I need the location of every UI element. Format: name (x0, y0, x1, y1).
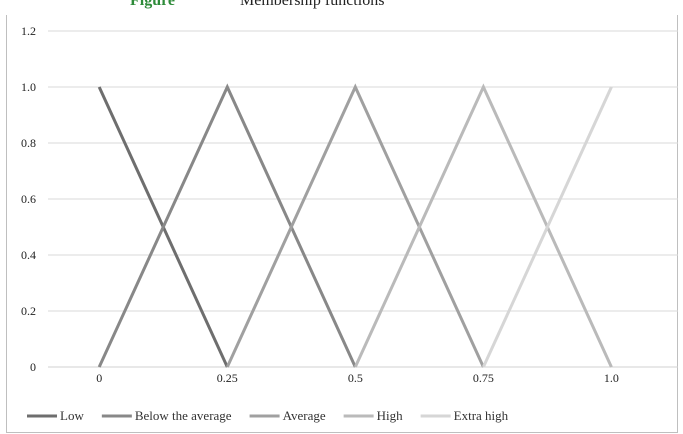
legend-label-extra-high: Extra high (454, 408, 509, 423)
y-tick-label-0-4: 0.4 (21, 248, 36, 262)
y-tick-label-0: 0 (30, 360, 36, 374)
x-tick-label-0-5: 0.5 (348, 371, 363, 385)
grid-layer (48, 30, 678, 368)
chart-frame (6, 15, 678, 433)
legend-item-average: Average (249, 408, 326, 423)
x-tick-label-0: 0 (96, 371, 102, 385)
series-layer (97, 83, 613, 368)
y-tick-label-0-8: 0.8 (21, 136, 36, 150)
figure-caption: Figure Membership functions (0, 0, 683, 16)
legend-item-below-the-average: Below the average (101, 408, 232, 423)
series-line-high (353, 83, 613, 368)
y-tick-label-1-2: 1.2 (21, 24, 36, 38)
legend-item-low: Low (27, 408, 84, 423)
series-line-average (225, 83, 485, 368)
figure-caption-text: Membership functions (240, 0, 385, 9)
legend-label-below-the-average: Below the average (135, 408, 232, 423)
legend: Low Below the average Average High Extra hig… (27, 408, 509, 423)
series-line-extra-high (482, 86, 613, 368)
x-tick-label-0-75: 0.75 (473, 371, 494, 385)
legend-item-extra-high: Extra high (420, 408, 509, 423)
figure-caption-label: Figure (130, 0, 176, 9)
x-tick-label-0-25: 0.25 (217, 371, 238, 385)
y-tick-label-0-6: 0.6 (21, 192, 36, 206)
x-tick-label-1-0: 1.0 (604, 371, 619, 385)
legend-label-low: Low (60, 408, 84, 423)
legend-item-high: High (343, 408, 404, 423)
y-tick-label-0-2: 0.2 (21, 304, 36, 318)
legend-label-high: High (377, 408, 404, 423)
series-line-below-the-average (97, 83, 357, 368)
y-axis-ticks: 0 0.2 0.4 0.6 0.8 1.0 1.2 (21, 24, 36, 374)
x-axis-ticks: 0 0.25 0.5 0.75 1.0 (96, 371, 619, 385)
y-tick-label-1-0: 1.0 (21, 80, 36, 94)
legend-label-average: Average (283, 408, 326, 423)
